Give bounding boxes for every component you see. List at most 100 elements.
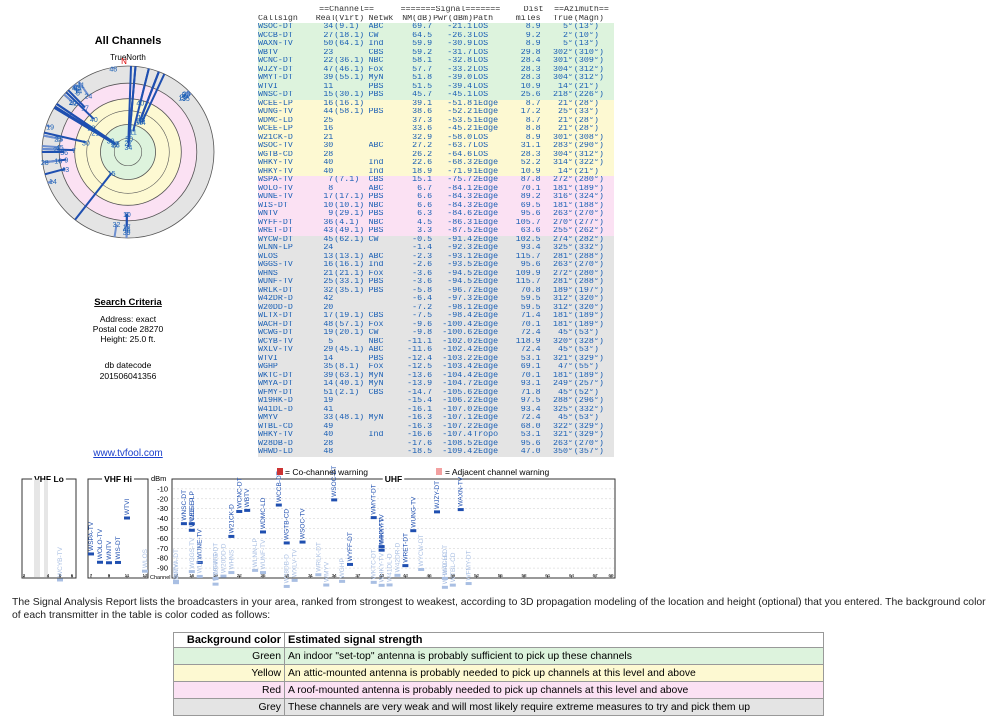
table-cell: 5 [328, 337, 334, 346]
polar-label: 7 [72, 148, 76, 155]
x-tick-label: 55 [498, 573, 504, 578]
table-cell: -3.6 [412, 269, 433, 278]
x-tick-label: 52 [474, 573, 480, 578]
table-cell: Fox [368, 320, 384, 329]
signal-callsign: WIS-DT [115, 536, 122, 559]
table-cell: (329°) [573, 422, 604, 431]
table-cell: 47° [557, 363, 573, 371]
table-cell: 41 [323, 405, 334, 414]
polar-title: All Channels [95, 35, 162, 47]
table-cell: 29.8 [520, 48, 541, 57]
table-row: WHWD-LD 48 -18.5 -109.4 2Edge 47.0 350° (357°) [258, 448, 614, 457]
table-cell: 2° [562, 31, 573, 40]
table-cell: 14° [557, 167, 573, 176]
table-cell: (20.1) [334, 329, 365, 337]
table-row: WLOS 13 (13.1) ABC -2.3 -93.1 2Edge 115.7 281° (2… [258, 252, 614, 261]
table-cell: 6.6 [417, 201, 433, 210]
signal-callsign: WSOC-DT [331, 466, 338, 497]
polar-label: 17 [123, 225, 131, 232]
band-title: VHF Hi [104, 474, 132, 484]
signal-callsign: WAXN-TV [458, 476, 465, 506]
criteria-line: Postal code 28270 [93, 324, 164, 334]
table-cell: 64.5 [412, 31, 433, 40]
table-cell: 53.1 [520, 431, 541, 439]
table-cell: -15.4 [407, 397, 433, 405]
table-cell: MyN [368, 414, 384, 422]
table-cell [369, 406, 397, 415]
table-cell: Fox [368, 65, 384, 74]
signal-mark [212, 577, 219, 581]
column-header: NM(dB) [402, 14, 433, 23]
table-cell: 69.1 [520, 363, 541, 371]
table-cell: 28.3 [520, 74, 541, 82]
table-cell: (270°) [573, 210, 604, 218]
polar-spoke [53, 106, 96, 134]
table-cell: -9.8 [412, 329, 433, 337]
db-label: db datecode [105, 360, 152, 370]
y-axis-label: dBm [151, 474, 166, 483]
table-cell: 16 [323, 99, 334, 108]
table-cell: -7.2 [412, 303, 433, 312]
table-cell: 263° [553, 210, 573, 218]
signal-callsign: WUNG-TV [410, 496, 417, 528]
polar-spoke [74, 83, 78, 88]
table-cell: 32 [323, 286, 334, 295]
table-cell: 2Edge [473, 244, 499, 252]
x-tick-label: 16 [189, 573, 195, 578]
polar-label: 50 [125, 136, 133, 143]
polar-spoke [139, 68, 150, 103]
table-row: WSOC-DT 34 (9.1) ABC 69.7 -21.1 LOS 8.9 5° (13°) [258, 23, 614, 32]
table-cell: 35 [323, 363, 334, 371]
table-cell: 255° [553, 227, 573, 235]
table-cell: 115.7 [515, 278, 541, 286]
table-cell: 2Edge [473, 320, 499, 329]
table-cell: (7.1) [334, 176, 360, 184]
polar-label: 25 [136, 118, 144, 125]
table-cell: LOS [473, 31, 489, 40]
table-cell: 1Edge [473, 108, 499, 116]
table-cell: 272° [553, 269, 573, 278]
table-row: WYCW-DT 45 (62.1) CW -0.5 -91.4 2Edge 102.5 274°… [258, 235, 614, 244]
db-value: 201506041356 [100, 371, 157, 381]
table-row: WLNN-LP 24 -1.4 -92.3 2Edge 93.4 325° (332°) [258, 244, 614, 253]
table-cell: 283° [553, 142, 573, 150]
graphics: All ChannelsTrueNorthN342750232247391115… [21, 35, 616, 589]
table-cell: 15.1 [412, 176, 433, 184]
table-cell: (45.1) [334, 346, 365, 354]
table-cell: 249° [553, 380, 573, 388]
table-row: WRLK-DT 32 (35.1) PBS -5.8 -96.7 2Edge 70.8 189°… [258, 286, 614, 295]
table-cell: ABC [368, 252, 384, 261]
table-cell: 2Edge [473, 363, 499, 371]
table-row: W41DL-D 41 -16.1 -107.0 2Edge 93.4 325° (332°) [258, 405, 614, 415]
signal-mark [441, 576, 448, 580]
signal-callsign: WHKY-TV [379, 517, 386, 547]
table-cell: 5° [562, 23, 573, 31]
table-cell: 2Edge [473, 278, 499, 286]
table-cell: 45° [557, 388, 573, 397]
table-cell: 13 [323, 252, 334, 261]
table-row: WUNG-TV 44 (58.1) PBS 38.6 -52.2 1Edge 17.2 25°(… [258, 108, 614, 117]
criteria-line: Height: 25.0 ft. [100, 334, 155, 344]
table-cell [369, 100, 397, 109]
table-cell: 325° [553, 405, 573, 414]
table-cell: 93.1 [520, 380, 541, 388]
polar-label: 15 [108, 171, 116, 178]
table-cell: 33.6 [412, 125, 433, 133]
table-cell: 6.3 [417, 210, 433, 218]
table-cell: 50 [323, 40, 334, 48]
table-cell: 10.9 [520, 82, 541, 91]
table-row: WIS-DT 10 (10.1) NBC 6.6 -84.3 2Edge 69.5 181° (1… [258, 201, 614, 210]
polar-label: 30 [82, 140, 90, 147]
polar-label: 29 [180, 95, 188, 102]
table-cell: 51 [323, 388, 334, 397]
table-cell: (28°) [573, 116, 599, 125]
table-cell: 14 [323, 380, 334, 388]
table-cell: W42DR-D [258, 295, 293, 303]
table-cell: WSOC-TV [258, 142, 293, 150]
table-cell: (13.1) [334, 252, 365, 261]
table-cell: 24 [323, 244, 334, 252]
table-cell: 2Edge [473, 210, 499, 218]
table-row: W42DR-D 42 -6.4 -97.3 2Edge 59.5 312° (320°) [258, 295, 614, 304]
table-cell: Ind [368, 40, 384, 48]
table-cell: -12.5 [407, 363, 433, 371]
